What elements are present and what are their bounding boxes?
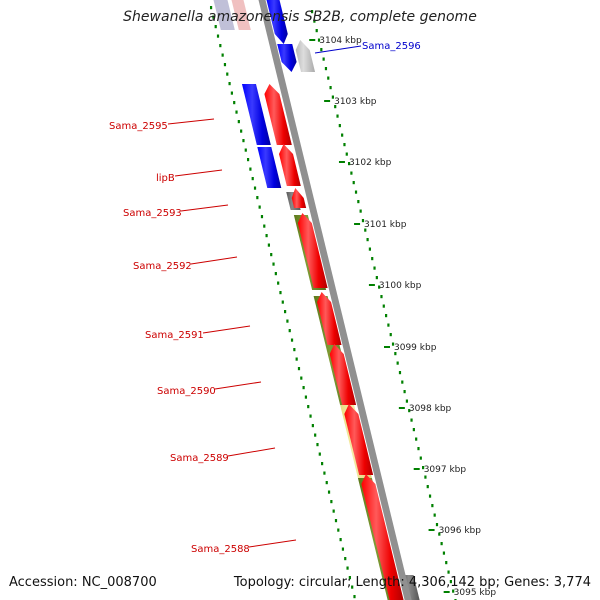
cds-arrow — [317, 292, 342, 345]
accession-text: Accession: NC_008700 — [9, 575, 157, 590]
ruler-tick-label: 3097 kbp — [424, 465, 467, 475]
gene-label-leader — [248, 539, 297, 548]
gene-label: Sama_2588 — [191, 544, 250, 555]
gene-label-leader — [202, 325, 251, 334]
ruler-tick-label: 3103 kbp — [334, 97, 377, 107]
cds-arrow — [277, 44, 297, 72]
map-title: Shewanella amazonensis SB2B, complete ge… — [123, 9, 477, 25]
gene-label-leader — [167, 118, 215, 125]
genome-summary-text: Topology: circular; Length: 4,306,142 bp… — [233, 575, 591, 590]
ruler-ticks: 3104 kbp 3103 kbp 3102 kbp 3101 kbp 3100 kbp… — [309, 36, 496, 598]
ruler-tick-label: 3096 kbp — [439, 526, 482, 536]
gene-label: Sama_2590 — [157, 386, 216, 397]
cds-arrow — [329, 344, 357, 405]
cds-arrow — [295, 40, 316, 72]
gene-label-leader — [174, 169, 223, 177]
gene-label-leader — [190, 256, 238, 265]
ruler-tick-label: 3098 kbp — [409, 404, 452, 414]
gene-band — [231, 0, 251, 30]
gene-band — [241, 84, 271, 145]
cds-arrow — [266, 0, 288, 44]
ruler-tick-label: 3095 kbp — [454, 588, 497, 598]
cds-arrow — [264, 84, 292, 145]
gene-label: Sama_2589 — [170, 453, 229, 464]
cds-arrow — [361, 474, 404, 600]
ruler-tick-label: 3101 kbp — [364, 220, 407, 230]
gene-label-leader — [227, 447, 276, 457]
cds-arrows — [264, 0, 404, 600]
gene-label-leader — [314, 45, 362, 54]
ruler-tick-label: 3102 kbp — [349, 158, 392, 168]
gene-label: Sama_2592 — [133, 261, 192, 272]
backbone-line — [258, 0, 412, 600]
cds-arrow — [291, 188, 307, 208]
tick-dot-track — [209, 6, 457, 600]
cds-arrow — [279, 144, 301, 186]
gene-label-leader — [180, 204, 229, 212]
gene-label: Sama_2596 — [362, 41, 421, 52]
sequence-backbone — [258, 0, 412, 600]
ruler-tick-label: 3100 kbp — [379, 281, 422, 291]
gene-label: Sama_2595 — [109, 121, 168, 132]
gene-band — [257, 147, 282, 188]
gene-label: Sama_2593 — [123, 208, 182, 219]
gene-labels: Sama_2596 Sama_2595 lipB Sama_2593 Sama_2592… — [109, 41, 421, 555]
ruler-tick-label: 3099 kbp — [394, 343, 437, 353]
gene-band — [213, 0, 235, 30]
ruler-tick-label: 3104 kbp — [319, 36, 362, 46]
cds-arrow — [297, 213, 328, 288]
gene-label: Sama_2591 — [145, 330, 204, 341]
gene-label: lipB — [156, 173, 175, 184]
gene-label-leader — [214, 381, 262, 390]
cds-arrow — [344, 404, 374, 475]
